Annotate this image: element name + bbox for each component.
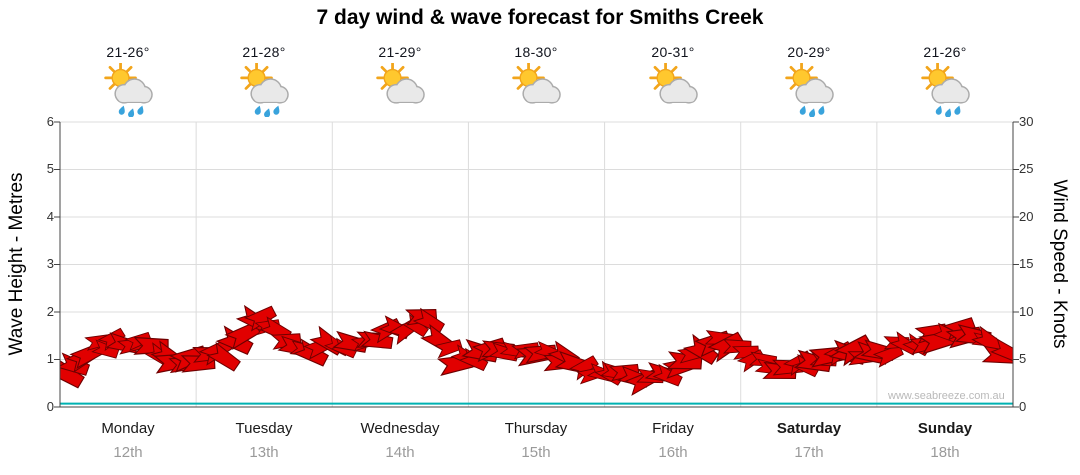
wind-arrow bbox=[412, 307, 446, 334]
rain-icon bbox=[118, 105, 144, 118]
left-axis-tick: 4 bbox=[46, 209, 54, 224]
wind-arrow bbox=[360, 330, 394, 350]
weather-icon bbox=[744, 61, 874, 118]
day-column-header: 21-26° bbox=[880, 44, 1010, 118]
day-name: Thursday bbox=[504, 420, 568, 437]
day-name: Saturday bbox=[776, 420, 842, 437]
left-axis-tick: 5 bbox=[46, 161, 54, 176]
right-axis-tick: 30 bbox=[1019, 114, 1034, 129]
weather-icon-svg bbox=[785, 61, 834, 118]
day-column-header: 20-31° bbox=[608, 44, 738, 117]
rain-icon bbox=[935, 105, 961, 118]
cloud-icon bbox=[522, 78, 561, 104]
day-column-footer: Tuesday 13th bbox=[194, 420, 334, 461]
watermark: www.seabreeze.com.au bbox=[888, 390, 1005, 402]
day-date: 14th bbox=[385, 444, 415, 461]
right-axis-tick: 0 bbox=[1019, 399, 1027, 414]
day-name: Friday bbox=[652, 420, 694, 437]
weather-icon bbox=[199, 61, 329, 118]
wind-arrow bbox=[433, 339, 463, 359]
day-column-header: 21-28° bbox=[199, 44, 329, 118]
cloud-icon bbox=[250, 78, 289, 104]
temperature-range: 21-29° bbox=[378, 44, 422, 60]
wind-arrow bbox=[682, 333, 719, 365]
right-axis-tick: 25 bbox=[1019, 161, 1034, 176]
cloud-icon bbox=[114, 78, 153, 104]
wind-arrow bbox=[652, 363, 683, 387]
temperature-range: 20-29° bbox=[787, 44, 831, 60]
right-axis-tick: 15 bbox=[1019, 256, 1034, 271]
day-name: Sunday bbox=[917, 420, 973, 437]
gridlines bbox=[60, 121, 1013, 407]
weather-icon-svg bbox=[376, 61, 425, 104]
weather-icon bbox=[471, 61, 601, 117]
temperature-range: 21-26° bbox=[106, 44, 150, 60]
day-column-header: 18-30° bbox=[471, 44, 601, 117]
cloud-icon bbox=[386, 78, 425, 104]
day-column-footer: Friday 16th bbox=[603, 420, 743, 461]
weather-icon bbox=[63, 61, 193, 118]
right-axis-tick: 20 bbox=[1019, 209, 1034, 224]
weather-icon-svg bbox=[240, 61, 289, 118]
day-date: 12th bbox=[113, 444, 143, 461]
day-column-header: 21-29° bbox=[335, 44, 465, 117]
day-date: 15th bbox=[521, 444, 551, 461]
weather-icon-svg bbox=[104, 61, 153, 118]
day-date: 17th bbox=[794, 444, 824, 461]
left-axis-tick: 3 bbox=[46, 256, 54, 271]
day-column-footer: Monday 12th bbox=[58, 420, 198, 461]
cloud-icon bbox=[659, 78, 698, 104]
right-axis-tick: 10 bbox=[1019, 304, 1034, 319]
temperature-range: 18-30° bbox=[514, 44, 558, 60]
wind-arrow bbox=[292, 338, 329, 367]
day-date: 13th bbox=[249, 444, 279, 461]
right-axis-tick: 5 bbox=[1019, 351, 1027, 366]
rain-icon bbox=[254, 105, 280, 118]
weather-icon bbox=[335, 61, 465, 117]
weather-icon-svg bbox=[921, 61, 970, 118]
weather-icon-svg bbox=[649, 61, 698, 104]
wind-arrow bbox=[990, 338, 1013, 364]
day-name: Monday bbox=[101, 420, 155, 437]
left-axis-tick: 0 bbox=[46, 399, 54, 414]
cloud-icon bbox=[931, 78, 970, 104]
wind-arrow bbox=[60, 357, 85, 389]
weather-icon bbox=[880, 61, 1010, 118]
sun-icon bbox=[649, 61, 682, 95]
rain-icon bbox=[799, 105, 825, 118]
day-column-footer: Wednesday 14th bbox=[330, 420, 470, 461]
day-column-footer: Saturday 17th bbox=[739, 420, 879, 461]
left-axis-tick: 2 bbox=[46, 304, 54, 319]
weather-icon-svg bbox=[512, 61, 561, 104]
sun-icon bbox=[240, 61, 273, 95]
day-column-header: 20-29° bbox=[744, 44, 874, 118]
day-column-footer: Sunday 18th bbox=[875, 420, 1015, 461]
wind-speed-band bbox=[60, 304, 1013, 396]
temperature-range: 20-31° bbox=[651, 44, 695, 60]
day-date: 18th bbox=[930, 444, 960, 461]
weather-icon bbox=[608, 61, 738, 117]
day-name: Tuesday bbox=[235, 420, 293, 437]
chart-title: 7 day wind & wave forecast for Smiths Cr… bbox=[316, 6, 764, 29]
day-column-header: 21-26° bbox=[63, 44, 193, 118]
left-axis-tick: 6 bbox=[46, 114, 54, 129]
day-name: Wednesday bbox=[360, 420, 440, 437]
wind-arrow bbox=[206, 341, 241, 372]
day-date: 16th bbox=[658, 444, 688, 461]
temperature-range: 21-26° bbox=[923, 44, 967, 60]
temperature-range: 21-28° bbox=[242, 44, 286, 60]
left-axis-tick: 1 bbox=[46, 351, 54, 366]
day-column-footer: Thursday 15th bbox=[466, 420, 606, 461]
axis-frame bbox=[54, 121, 1019, 408]
cloud-icon bbox=[795, 78, 834, 104]
